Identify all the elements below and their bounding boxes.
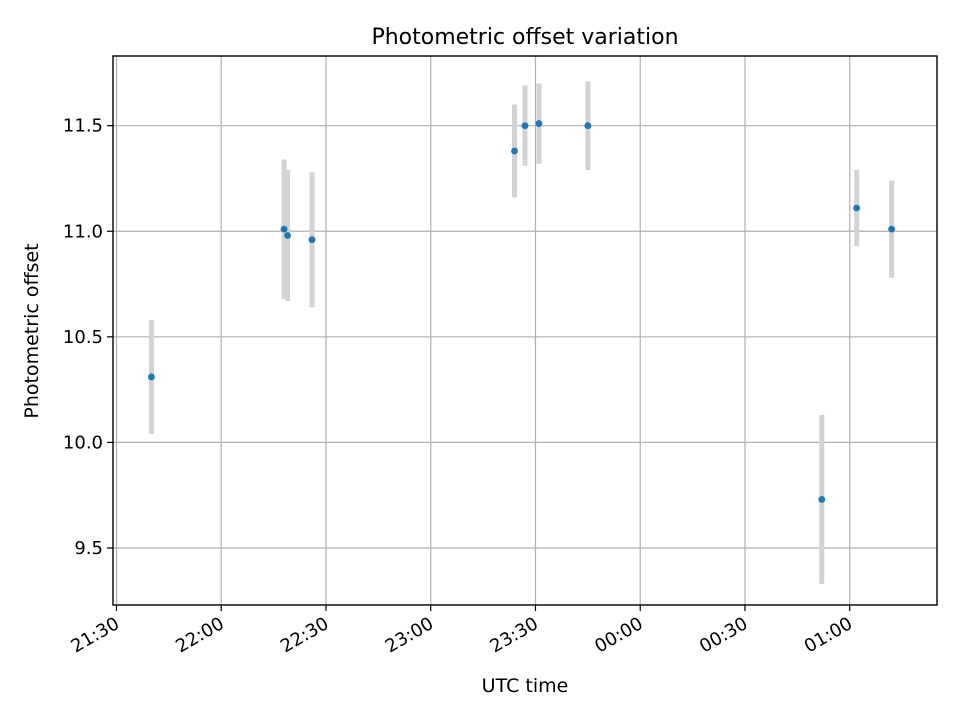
x-tick-label: 23:30 (487, 613, 542, 657)
data-points (148, 120, 896, 503)
x-tick-label: 21:30 (68, 613, 123, 657)
x-tick-label: 00:30 (696, 613, 751, 657)
y-axis-ticks: 9.5 10.0 10.5 11.0 11.5 (63, 116, 113, 559)
y-tick-label: 11.0 (63, 221, 103, 242)
chart-title: Photometric offset variation (371, 25, 678, 50)
data-point (148, 373, 155, 381)
data-point (535, 120, 543, 127)
data-point (888, 225, 896, 233)
x-tick-label: 00:00 (591, 613, 646, 657)
y-tick-label: 10.5 (63, 327, 103, 348)
y-axis-label: Photometric offset (21, 243, 43, 418)
y-tick-label: 10.0 (63, 432, 103, 453)
error-bars (148, 81, 895, 584)
x-axis-ticks: 21:30 22:00 22:30 23:00 23:30 00:00 00:30 01:00 (68, 605, 856, 657)
data-point (853, 204, 861, 212)
data-point (284, 232, 291, 239)
data-point (308, 236, 316, 244)
x-tick-label: 01:00 (801, 613, 856, 657)
x-tick-label: 22:00 (172, 613, 227, 657)
y-tick-label: 9.5 (74, 538, 103, 559)
data-point (280, 225, 288, 233)
x-axis-label: UTC time (482, 675, 569, 697)
data-point (521, 122, 529, 130)
x-tick-label: 22:30 (277, 613, 332, 657)
plot-frame (112, 55, 938, 606)
x-tick-label: 23:00 (382, 613, 437, 657)
y-tick-label: 11.5 (63, 116, 103, 137)
data-point (818, 496, 826, 503)
data-point (584, 122, 592, 130)
data-point (511, 147, 518, 155)
